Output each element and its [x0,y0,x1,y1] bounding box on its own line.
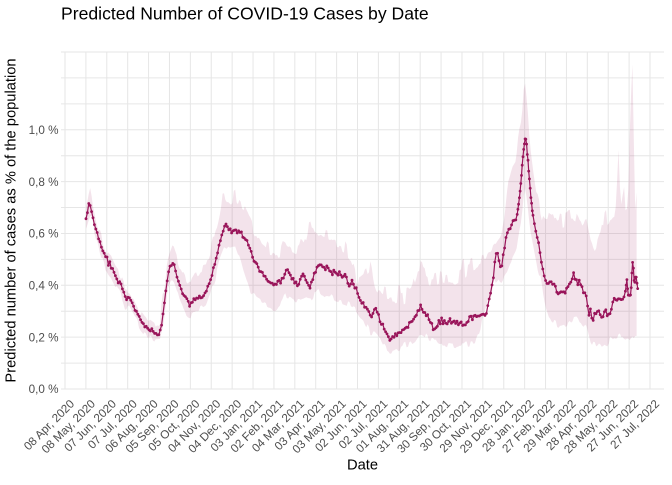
svg-text:0,8 %: 0,8 % [29,176,59,189]
svg-text:0,2 %: 0,2 % [29,331,59,344]
svg-text:0,4 %: 0,4 % [29,280,59,293]
svg-text:1,0 %: 1,0 % [29,124,59,137]
svg-text:Predicted Number of COVID-19 C: Predicted Number of COVID-19 Cases by Da… [61,4,429,24]
svg-text:0,6 %: 0,6 % [29,228,59,241]
svg-text:Date: Date [347,458,378,474]
svg-text:Predicted number of cases as %: Predicted number of cases as % of the po… [4,58,20,382]
svg-text:0,0 %: 0,0 % [29,383,59,396]
